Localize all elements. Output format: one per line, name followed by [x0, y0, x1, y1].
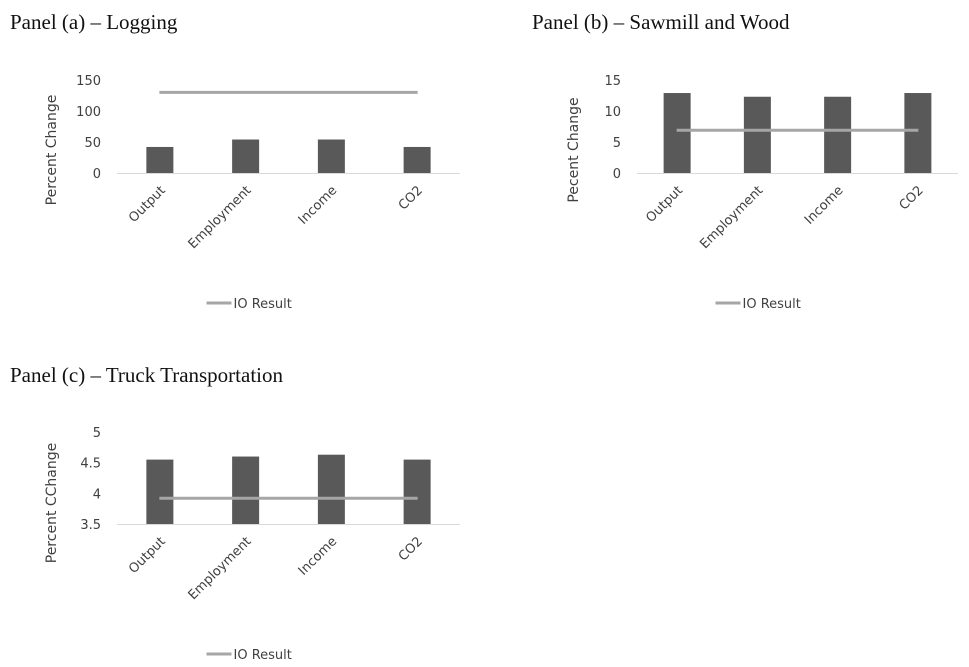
panel-a-legend: IO Result	[206, 297, 292, 312]
panel-c-y-tick: 5	[93, 426, 101, 441]
panel-c-bar-income	[317, 454, 345, 524]
panel-b-bar-employment	[743, 96, 771, 173]
panel-b-legend: IO Result	[715, 297, 801, 312]
panel-b-y-tick: 15	[604, 74, 621, 89]
panel-a: Panel (a) – Logging Percent Change 150 1…	[10, 10, 460, 312]
panel-a-x-tick: Output	[126, 183, 169, 226]
panel-b-y-tick: 10	[604, 105, 621, 120]
panel-b-x-tick: Output	[643, 183, 686, 226]
panel-b-x-ticks: Output Employment Income CO2	[643, 183, 926, 252]
panel-a-y-tick: 0	[93, 167, 101, 182]
panel-a-y-tick: 100	[76, 105, 101, 120]
panel-c-bar-co2	[403, 459, 431, 524]
panel-b-y-tick: 5	[613, 136, 621, 151]
panel-c-legend: IO Result	[206, 648, 292, 663]
panel-c-x-tick: Employment	[186, 534, 255, 603]
panel-a-x-ticks: Output Employment Income CO2	[126, 183, 426, 252]
panel-a-bar-income	[317, 139, 345, 173]
panel-a-bar-co2	[403, 146, 431, 173]
panel-c-bars	[146, 454, 431, 524]
panel-c-bar-employment	[232, 456, 260, 524]
panel-b-y-tick: 0	[613, 167, 621, 182]
panel-b-legend-label: IO Result	[743, 297, 801, 312]
panel-c-y-tick: 4.5	[80, 457, 101, 472]
panel-a-bar-employment	[232, 139, 260, 173]
panel-a-y-ticks: 150 100 50 0	[76, 74, 101, 182]
panel-b: Panel (b) – Sawmill and Wood Pecent Chan…	[532, 10, 958, 312]
panel-b-x-tick: Income	[802, 183, 846, 227]
panel-c-y-ticks: 5 4.5 4 3.5	[80, 426, 101, 533]
panel-b-bar-co2	[904, 93, 932, 173]
panel-c-legend-label: IO Result	[234, 648, 292, 663]
panel-b-bar-output	[663, 93, 691, 173]
panel-a-bars	[146, 139, 431, 173]
panel-b-x-tick: CO2	[897, 183, 927, 213]
panel-c-x-tick: Output	[126, 534, 169, 577]
panel-c-title: Panel (c) – Truck Transportation	[10, 363, 284, 387]
panel-a-y-tick: 150	[76, 74, 101, 89]
panel-c-bar-output	[146, 459, 174, 524]
panel-a-y-axis-label: Percent Change	[44, 95, 60, 206]
panel-c-y-axis-label: Percent CChange	[44, 443, 60, 564]
panel-b-title: Panel (b) – Sawmill and Wood	[532, 10, 790, 34]
panel-c-y-tick: 4	[93, 487, 101, 502]
panel-a-legend-label: IO Result	[234, 297, 292, 312]
panel-b-y-axis-label: Pecent Change	[566, 97, 582, 202]
panel-a-x-tick: Employment	[186, 183, 255, 252]
panel-b-y-ticks: 15 10 5 0	[604, 74, 621, 182]
panel-c: Panel (c) – Truck Transportation Percent…	[10, 363, 460, 663]
panel-a-y-tick: 50	[84, 136, 101, 151]
panel-a-bar-output	[146, 146, 174, 173]
panel-a-x-tick: Income	[296, 183, 340, 227]
panel-a-title: Panel (a) – Logging	[10, 10, 178, 34]
panel-b-bar-income	[824, 96, 852, 173]
panel-c-x-tick: CO2	[396, 534, 426, 564]
panel-b-x-tick: Employment	[697, 183, 766, 252]
panel-b-bars	[663, 93, 932, 173]
panel-a-x-tick: CO2	[396, 183, 426, 213]
panel-c-x-ticks: Output Employment Income CO2	[126, 534, 426, 603]
panel-c-x-tick: Income	[296, 534, 340, 578]
panel-c-y-tick: 3.5	[80, 518, 101, 533]
